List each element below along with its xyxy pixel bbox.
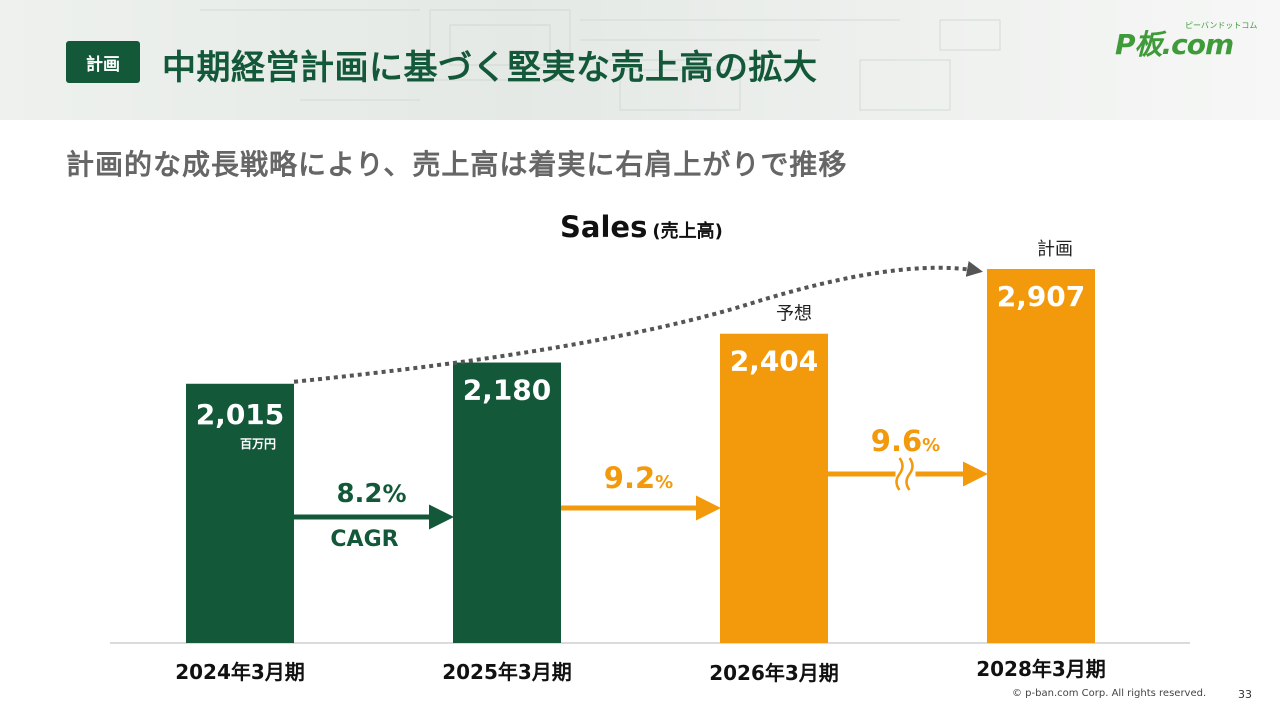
bar-2024年3月期 xyxy=(186,383,294,643)
growth-rate-percent: % xyxy=(922,435,940,456)
chart-title-en: Sales xyxy=(560,210,648,244)
logo-wordmark: P板.com xyxy=(1115,28,1234,61)
category-label: 2024年3月期 xyxy=(175,660,305,684)
bar-2028年3月期 xyxy=(987,269,1095,643)
growth-rate-value: 9.2 xyxy=(604,461,655,495)
axis-break-mark xyxy=(905,457,914,491)
unit-label: 百万円 xyxy=(240,437,276,451)
bar-status-label: 計画 xyxy=(1037,239,1073,260)
chart-title: Sales (売上高) xyxy=(560,210,723,244)
bar-status-label: 予想 xyxy=(776,304,812,325)
growth-rate-percent: % xyxy=(383,480,407,508)
category-label: 2026年3月期 xyxy=(709,661,839,685)
bar-2026年3月期 xyxy=(720,333,828,643)
header-banner: 計画 中期経営計画に基づく堅実な売上高の拡大 P板.com ピーバンドットコム xyxy=(0,0,1280,120)
cagr-label: CAGR xyxy=(330,527,398,552)
slide-subtitle: 計画的な成長戦略により、売上高は着実に右肩上がりで推移 xyxy=(66,148,848,181)
growth-rate-label: 9.6% xyxy=(871,424,940,458)
category-label: 2025年3月期 xyxy=(442,660,572,684)
growth-rate-percent: % xyxy=(655,472,673,493)
logo-subtext: ピーバンドットコム xyxy=(1185,21,1258,30)
value-label: 2,180 xyxy=(463,374,552,407)
trend-arrow xyxy=(293,261,983,384)
category-label: 2028年3月期 xyxy=(976,657,1106,681)
axis-break-mark xyxy=(895,457,904,491)
company-logo: P板.com ピーバンドットコム xyxy=(1115,18,1258,61)
growth-rate-value: 8.2 xyxy=(336,479,382,509)
section-tag: 計画 xyxy=(66,41,140,83)
growth-rate-label: 8.2% xyxy=(336,479,406,509)
value-label: 2,907 xyxy=(997,280,1086,313)
circuit-board-background xyxy=(200,9,1001,111)
value-label: 2,015 xyxy=(196,398,285,431)
chart-title-jp: (売上高) xyxy=(652,221,723,242)
page-title: 中期経営計画に基づく堅実な売上高の拡大 xyxy=(162,48,818,88)
bar-2025年3月期 xyxy=(453,362,561,643)
value-label: 2,404 xyxy=(730,345,819,378)
growth-rate-value: 9.6 xyxy=(871,424,922,458)
page-number: 33 xyxy=(1238,688,1252,701)
growth-rate-label: 9.2% xyxy=(604,461,673,495)
copyright: © p-ban.com Corp. All rights reserved. xyxy=(1012,688,1207,699)
